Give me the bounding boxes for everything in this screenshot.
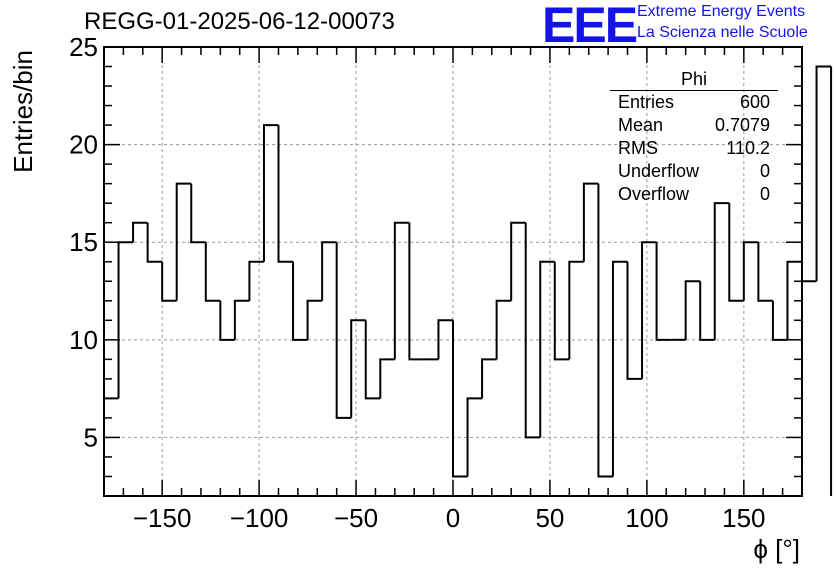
axis-ticks <box>103 46 803 497</box>
y-tick-label: 15 <box>69 227 98 257</box>
histogram-bin <box>393 221 410 360</box>
y-axis-label: Entries/bin <box>8 50 38 173</box>
histogram-bin <box>626 261 643 380</box>
histogram-bin <box>466 397 483 477</box>
histogram-bin <box>684 280 701 340</box>
x-tick-label: 50 <box>535 503 564 533</box>
stats-row-underflow: Underflow 0 <box>610 160 778 183</box>
chart-title: REGG-01-2025-06-12-00073 <box>84 8 395 35</box>
histogram-bin <box>611 260 628 477</box>
histogram-bin <box>539 260 555 438</box>
histogram-bin <box>437 319 453 360</box>
histogram-bin <box>568 260 584 360</box>
histogram-bin <box>757 242 773 302</box>
histogram-bin <box>321 241 337 301</box>
stats-label: Underflow <box>618 161 700 181</box>
histogram-bin <box>801 261 817 283</box>
histogram-bin <box>728 203 744 302</box>
histogram-bin <box>335 242 352 419</box>
histogram-bin <box>699 281 715 341</box>
stats-row-rms: RMS 110.2 <box>610 137 778 160</box>
histogram-bin <box>262 124 279 262</box>
histogram-bars <box>103 65 833 496</box>
logo-caption-line2: La Scienza nelle Scuole <box>637 24 808 41</box>
x-tick-label: −50 <box>334 503 378 533</box>
histogram-bin <box>510 221 526 301</box>
x-tick-label: −150 <box>133 503 192 533</box>
histogram-bin <box>277 125 294 263</box>
stats-row-overflow: Overflow 0 <box>610 183 778 206</box>
y-tick-label: 25 <box>69 32 98 62</box>
x-axis-label: ϕ [°] <box>753 534 800 564</box>
stats-title: Phi <box>610 68 778 91</box>
histogram-bin <box>408 222 424 361</box>
histogram-bin <box>379 358 395 399</box>
stats-value: 0 <box>759 161 770 181</box>
histogram-bin <box>582 182 599 262</box>
histogram-bin <box>771 300 788 341</box>
stats-value: 0.7079 <box>714 115 770 135</box>
histogram-bin <box>495 299 512 360</box>
logo-caption-line1: Extreme Energy Events <box>637 3 806 20</box>
histogram-bin <box>175 182 192 301</box>
histogram-bin <box>190 183 206 244</box>
histogram-bin <box>233 299 250 340</box>
histogram-bin <box>146 222 163 263</box>
histogram-bin <box>553 261 570 361</box>
stats-label: Overflow <box>618 184 690 204</box>
histogram-bin <box>306 299 323 340</box>
histogram-bin <box>742 241 759 301</box>
axis-tick-labels: −150 −100 −50 0 50 100 150 5 10 15 20 25 <box>69 32 765 533</box>
histogram-bin <box>248 260 264 301</box>
x-tick-label: 150 <box>722 503 765 533</box>
histogram-bin <box>161 261 177 302</box>
histogram-bin <box>350 319 366 418</box>
stats-row-mean: Mean 0.7079 <box>610 114 778 137</box>
stats-label: Entries <box>618 92 675 112</box>
histogram-bin <box>597 183 613 478</box>
histogram-bin <box>452 320 468 478</box>
y-tick-label: 20 <box>69 130 98 160</box>
stats-label: RMS <box>618 138 658 158</box>
x-tick-label: 0 <box>446 503 460 533</box>
histogram-bin <box>655 242 672 341</box>
stats-value: 600 <box>739 92 770 112</box>
histogram-bin <box>219 300 235 341</box>
histogram-bin <box>524 222 541 439</box>
histogram-bin <box>364 320 381 400</box>
histogram-bin <box>815 65 832 282</box>
histogram-bin <box>641 241 657 379</box>
stats-value: 0 <box>759 184 770 204</box>
y-tick-label: 5 <box>84 422 98 452</box>
histogram-bin <box>117 241 134 399</box>
histogram-bin <box>204 242 221 302</box>
histogram-bin <box>292 261 308 341</box>
histogram-bin <box>713 202 730 340</box>
stats-value: 110.2 <box>726 138 770 158</box>
x-tick-label: 100 <box>625 503 668 533</box>
stats-row-entries: Entries 600 <box>610 91 778 114</box>
stats-box: Phi Entries 600 Mean 0.7079 RMS 110.2 Un… <box>610 68 778 206</box>
histogram-bin <box>132 221 148 243</box>
y-tick-label: 10 <box>69 325 98 355</box>
x-tick-label: −100 <box>230 503 289 533</box>
histogram-bin <box>103 397 119 496</box>
stats-label: Mean <box>618 115 664 135</box>
histogram-bin <box>481 358 497 399</box>
eee-logo: EEE <box>542 0 638 53</box>
